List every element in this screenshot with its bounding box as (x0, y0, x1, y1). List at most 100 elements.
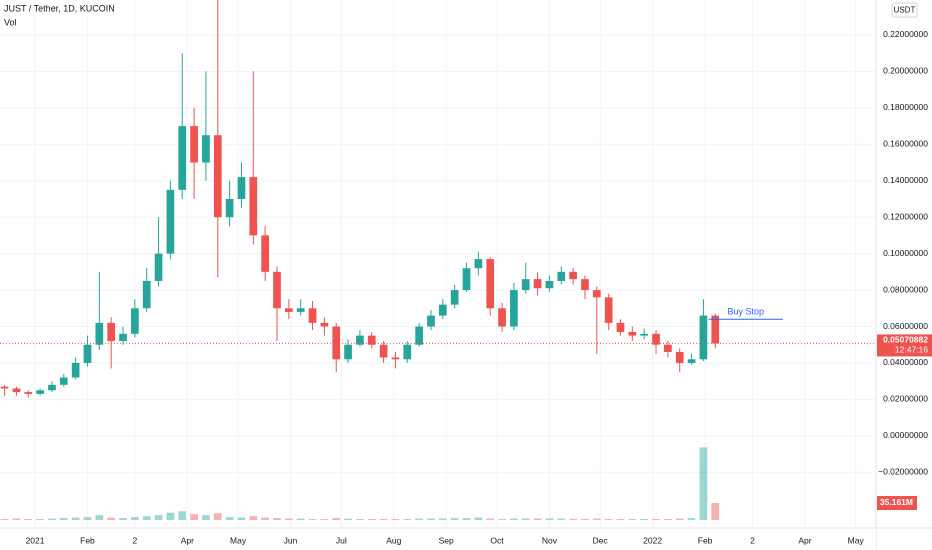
candle-body (225, 198, 234, 218)
volume-bar (178, 511, 187, 520)
volume-bar (640, 519, 649, 520)
candle-body (533, 279, 542, 289)
axes: −0.02000000 0.00000000 0.02000000 0.0400000… (26, 29, 932, 545)
candle-body (664, 344, 672, 353)
volume-bar (249, 516, 258, 520)
candle-body (391, 357, 400, 360)
x-tick-label: Aug (386, 535, 401, 545)
currency-label[interactable]: USDT (894, 6, 916, 15)
candle-body (427, 315, 435, 327)
volume-bar (652, 519, 660, 520)
volume-bar (190, 514, 198, 520)
volume-bar (581, 519, 589, 520)
candle-body (59, 377, 68, 385)
countdown-label: 12:47:16 (895, 345, 928, 355)
grid (0, 0, 876, 528)
chart-title: JUST / Tether, 1D, KUCOIN (4, 3, 115, 13)
candle-body (379, 344, 388, 358)
volume-bar (237, 517, 246, 520)
volume-bar (332, 518, 341, 520)
candle-body (178, 126, 187, 190)
volume-bar (486, 518, 495, 520)
y-tick-label: −0.02000000 (878, 467, 928, 477)
volume-bar (142, 516, 151, 520)
candle-body (71, 362, 80, 378)
volume-bar (592, 518, 601, 520)
volume-last-label: 35.161M (880, 497, 913, 507)
candle-body (308, 308, 317, 323)
x-tick-label: Feb (698, 535, 713, 545)
x-tick-label: Jul (336, 535, 347, 545)
candle-body (711, 315, 720, 344)
volume-bar (48, 518, 56, 520)
volume-bar (119, 518, 127, 520)
y-tick-label: 0.18000000 (883, 102, 928, 112)
volume-title: Vol (4, 17, 17, 27)
x-tick-label: May (848, 535, 865, 545)
candle-body (142, 280, 151, 309)
volume-bar (308, 519, 317, 520)
volume-bar (320, 519, 329, 520)
volume-bar (83, 517, 92, 520)
x-tick-label: Apr (181, 535, 194, 545)
volume-bar (438, 518, 447, 520)
candle-body (699, 315, 708, 360)
x-tick-label: May (230, 535, 247, 545)
y-tick-label: 0.14000000 (883, 175, 928, 185)
y-tick-label: 0.22000000 (883, 29, 928, 39)
volume-bar (664, 519, 672, 520)
candle-body (296, 308, 305, 312)
x-tick-label: Dec (593, 535, 609, 545)
candle-body (462, 268, 471, 291)
currency-button[interactable] (891, 2, 918, 18)
volume-bar (687, 518, 696, 520)
x-tick-label: 2 (750, 535, 755, 545)
y-tick-label: 0.04000000 (883, 357, 928, 367)
candle-body (95, 322, 104, 345)
y-tick-label: 0.00000000 (883, 430, 928, 440)
volume-bar (12, 518, 21, 520)
volume-bar (533, 518, 542, 520)
volume-bar (462, 518, 471, 520)
candle-body (616, 322, 625, 332)
candle-body (367, 335, 376, 345)
candle-body (675, 352, 684, 363)
volume-last-box (877, 495, 917, 510)
candle-body (202, 135, 210, 163)
volume-bar (107, 517, 116, 520)
candle-body (581, 279, 589, 291)
volume-bar (711, 502, 720, 520)
volume-bar (628, 519, 637, 520)
volume-bar (273, 518, 281, 520)
candle-body (237, 177, 246, 199)
x-tick-label: 2021 (26, 535, 45, 545)
x-tick-label: Nov (542, 535, 558, 545)
last-price-label: 0.05070882 (883, 335, 928, 345)
candle-body (486, 259, 495, 309)
candle-body (213, 135, 222, 218)
y-tick-label: 0.12000000 (883, 211, 928, 221)
candle-body (592, 290, 601, 298)
volume-bar (296, 518, 305, 520)
volume-bar (24, 519, 33, 520)
candle-body (273, 271, 281, 309)
price-axis-panel (876, 0, 932, 550)
y-tick-label: 0.08000000 (883, 284, 928, 294)
volume-bar (71, 517, 80, 520)
candle-body (284, 308, 293, 312)
volume-bar (213, 513, 222, 520)
volume-bar (675, 518, 684, 520)
candle-body (0, 386, 9, 389)
volume-bar (202, 515, 210, 520)
candle-body (119, 333, 127, 342)
volume-bar (36, 519, 44, 520)
volume-bar (545, 518, 554, 520)
y-tick-label: 0.20000000 (883, 66, 928, 76)
volume-bar (557, 518, 566, 520)
volume-bar (166, 512, 175, 520)
last-price-box (877, 334, 932, 357)
volume-bar (521, 518, 530, 520)
volume-bar (284, 518, 293, 520)
candle-body (24, 392, 33, 394)
